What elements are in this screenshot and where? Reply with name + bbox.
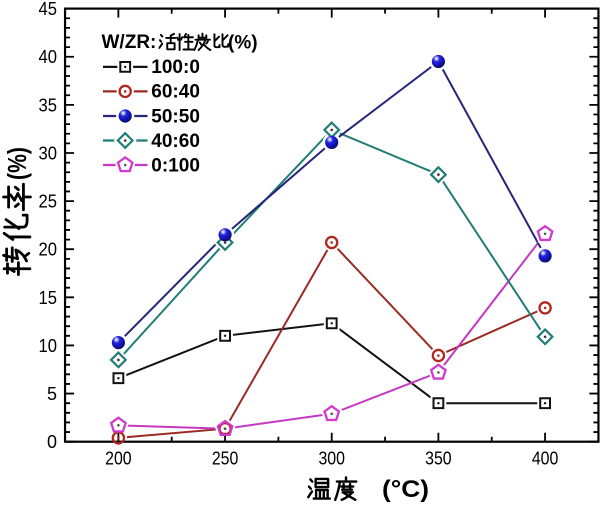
svg-text:50:50: 50:50 <box>151 106 200 127</box>
svg-text:15: 15 <box>39 288 58 308</box>
svg-text:30: 30 <box>39 144 58 164</box>
svg-text:10: 10 <box>39 336 58 356</box>
svg-text:W/ZR:: W/ZR: <box>102 32 157 53</box>
svg-text:0:100: 0:100 <box>151 155 200 176</box>
svg-text:(°C): (°C) <box>382 476 429 503</box>
svg-text:400: 400 <box>532 449 559 469</box>
svg-text:25: 25 <box>39 192 58 212</box>
svg-text:(%): (%) <box>228 33 258 54</box>
svg-text:0: 0 <box>47 432 57 452</box>
svg-text:300: 300 <box>318 449 345 469</box>
svg-text:35: 35 <box>39 95 58 115</box>
svg-text:(%): (%) <box>2 147 32 180</box>
svg-text:250: 250 <box>212 449 239 469</box>
svg-text:40:60: 40:60 <box>151 131 200 152</box>
svg-text:20: 20 <box>39 240 58 260</box>
svg-text:350: 350 <box>425 449 452 469</box>
svg-text:45: 45 <box>39 0 58 19</box>
svg-text:5: 5 <box>47 384 57 404</box>
svg-text:100:0: 100:0 <box>151 57 200 78</box>
svg-text:40: 40 <box>39 47 58 67</box>
svg-text:60:40: 60:40 <box>151 82 200 103</box>
svg-text:200: 200 <box>105 449 132 469</box>
